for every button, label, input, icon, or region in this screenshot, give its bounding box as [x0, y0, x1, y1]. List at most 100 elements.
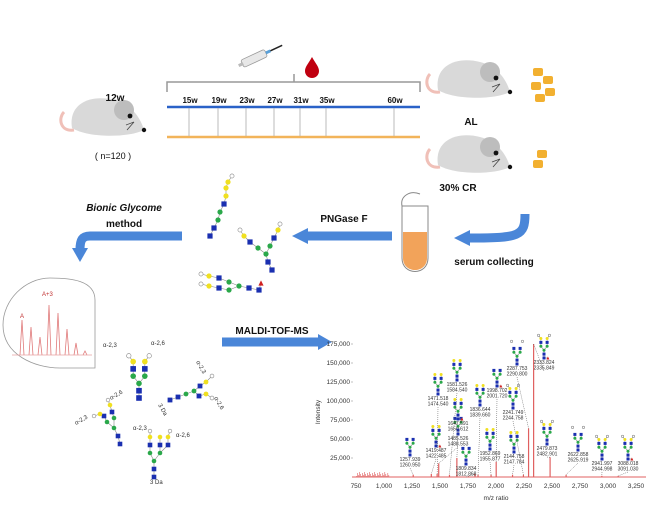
- galactose-circle: [508, 387, 512, 390]
- peak-glycan-icon: [506, 383, 520, 410]
- glycan-icon: [198, 271, 264, 293]
- mouse-icon: [59, 96, 148, 138]
- peak-leader-line: [618, 471, 629, 477]
- peak-leader-line: [533, 343, 545, 372]
- glcnac-square: [456, 428, 460, 432]
- x-tick-label: 1,250: [404, 483, 421, 490]
- mannose-circle: [111, 415, 117, 421]
- galactose-circle: [241, 233, 247, 239]
- glcnac-square: [455, 374, 459, 378]
- peak-leader-line: [495, 398, 498, 462]
- peak-mass-label: 1257.939: [400, 457, 421, 463]
- y-tick-label: 75,000: [330, 417, 350, 424]
- y-tick-label: 25,000: [330, 455, 350, 462]
- mannose-circle: [431, 432, 435, 436]
- glcnac-square: [453, 401, 457, 405]
- mouse-icon-al: [425, 58, 514, 100]
- sialic-acid-circle: [146, 353, 152, 359]
- y-axis-label: Intensity: [315, 399, 322, 424]
- fucose-triangle: [438, 444, 442, 448]
- glcnac-square: [136, 395, 142, 401]
- arrow-method: [72, 231, 182, 262]
- linkage-label: α-2,3: [103, 343, 117, 349]
- glcnac-square: [576, 448, 580, 452]
- mannose-circle: [597, 445, 601, 449]
- galactose-circle: [437, 425, 441, 428]
- mannose-circle: [459, 420, 463, 424]
- glcnac-square: [461, 446, 465, 450]
- glcnac-square: [478, 399, 482, 403]
- maldi-spectrum-chart: Intensity m/z ratio 750 1,000 1,250 1,500 1,…: [315, 341, 646, 502]
- peak-glycan-icon: [595, 434, 609, 461]
- timepoint-label: 19w: [211, 96, 227, 105]
- glcnac-square: [165, 442, 171, 448]
- y-tick-label: 50,000: [330, 436, 350, 443]
- mannose-circle: [215, 217, 221, 223]
- mannose-circle: [408, 445, 412, 449]
- glcnac-square: [512, 450, 516, 454]
- peak-mass-label: 2944.998: [592, 467, 613, 473]
- glcnac-square: [455, 378, 459, 382]
- galactose-circle: [453, 398, 457, 401]
- glcnac-square: [459, 401, 463, 405]
- glycan-icon: [147, 428, 173, 480]
- mannose-circle: [453, 405, 457, 409]
- mannose-circle: [545, 434, 549, 438]
- galactose-circle: [515, 431, 519, 434]
- peak-leader-line: [409, 467, 414, 475]
- glcnac-square: [175, 394, 181, 400]
- galactose-circle: [225, 179, 231, 185]
- glcnac-square: [434, 444, 438, 448]
- mannose-circle: [458, 366, 462, 370]
- timepoint-label: 23w: [239, 96, 255, 105]
- mannose-circle: [434, 436, 438, 440]
- inset-peak: [19, 319, 25, 356]
- peak-leader-line: [565, 462, 579, 475]
- isotope-inset: A A+3: [2, 277, 96, 369]
- glcnac-square: [115, 433, 121, 439]
- sialic-acid-circle: [516, 383, 520, 387]
- glcnac-square: [515, 362, 519, 366]
- mannose-circle: [467, 450, 471, 454]
- peak-mass-label: 2941.997: [592, 461, 613, 467]
- galactose-circle: [623, 438, 627, 441]
- glcnac-square: [142, 366, 148, 372]
- inset-peaks: [12, 304, 92, 356]
- peak-mass-label: 2144.758: [504, 454, 525, 460]
- method-word-label: method: [106, 219, 142, 230]
- blood-drop-icon: [305, 57, 319, 78]
- glycan-icon: [167, 373, 215, 403]
- glcnac-square: [495, 380, 499, 384]
- galactose-circle: [431, 425, 435, 428]
- mannose-circle: [226, 287, 232, 293]
- arrow-maldi: [222, 334, 332, 350]
- mannose-circle: [437, 432, 441, 436]
- sialic-acid-circle: [631, 434, 635, 438]
- peak-glycan-icon: [433, 373, 443, 396]
- mannose-circle: [130, 373, 136, 379]
- glcnac-square: [434, 440, 438, 444]
- sialic-acid-circle: [147, 428, 153, 434]
- peak-glycan-icon: [509, 431, 519, 454]
- glcnac-square: [453, 416, 457, 420]
- glcnac-square: [221, 201, 227, 207]
- cheese-icon-al: [531, 68, 555, 102]
- galactose-circle: [206, 273, 212, 279]
- mannose-circle: [217, 209, 223, 215]
- glcnac-square: [475, 387, 479, 391]
- peak-mass-label: 1809.834: [456, 466, 477, 472]
- glcnac-square: [597, 441, 601, 445]
- peak-glycan-icon: [405, 437, 415, 457]
- x-tick-label: 2,000: [488, 483, 505, 490]
- timepoint-label: 60w: [387, 96, 403, 105]
- glcnac-square: [511, 402, 515, 406]
- galactose-circle: [97, 411, 103, 417]
- sialic-acid-circle: [595, 434, 599, 438]
- inset-peak: [46, 304, 52, 356]
- peak-leader-line: [431, 458, 437, 475]
- peak-leader-line: [456, 431, 459, 459]
- x-tick-label: 2,750: [572, 483, 589, 490]
- galactose-circle: [548, 423, 552, 426]
- glcnac-square: [130, 366, 136, 372]
